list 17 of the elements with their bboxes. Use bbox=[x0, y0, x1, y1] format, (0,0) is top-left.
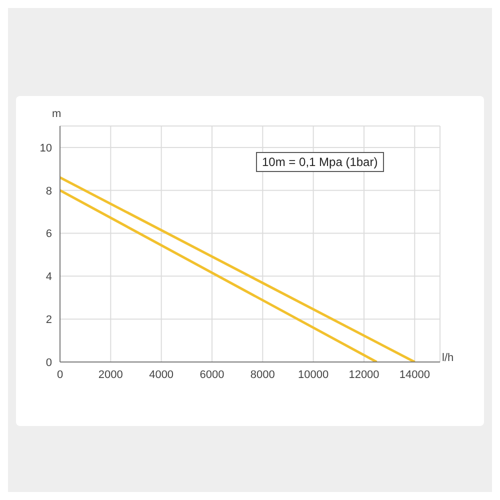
x-tick-label: 2000 bbox=[98, 368, 123, 381]
y-tick-label: 6 bbox=[46, 228, 52, 240]
y-tick-label: 8 bbox=[46, 185, 52, 198]
y-tick-label: 10 bbox=[40, 142, 52, 154]
y-tick-label: 4 bbox=[46, 271, 52, 284]
x-tick-label: 0 bbox=[56, 368, 64, 381]
x-tick-label: 14000 bbox=[399, 368, 430, 381]
y-tick-label: 2 bbox=[46, 314, 52, 326]
x-tick-label: 10000 bbox=[298, 368, 329, 381]
x-tick-label: 4000 bbox=[149, 368, 174, 381]
x-tick-label: 12000 bbox=[348, 368, 380, 381]
x-tick-label: 6000 bbox=[200, 368, 224, 381]
y-axis-title: m bbox=[52, 108, 62, 120]
x-axis-title: l/h bbox=[442, 352, 454, 364]
x-tick-label: 8000 bbox=[250, 368, 275, 381]
annotation: 10m = 0,1 Mpa (1bar) bbox=[256, 152, 384, 172]
y-tick-label: 0 bbox=[46, 356, 52, 369]
